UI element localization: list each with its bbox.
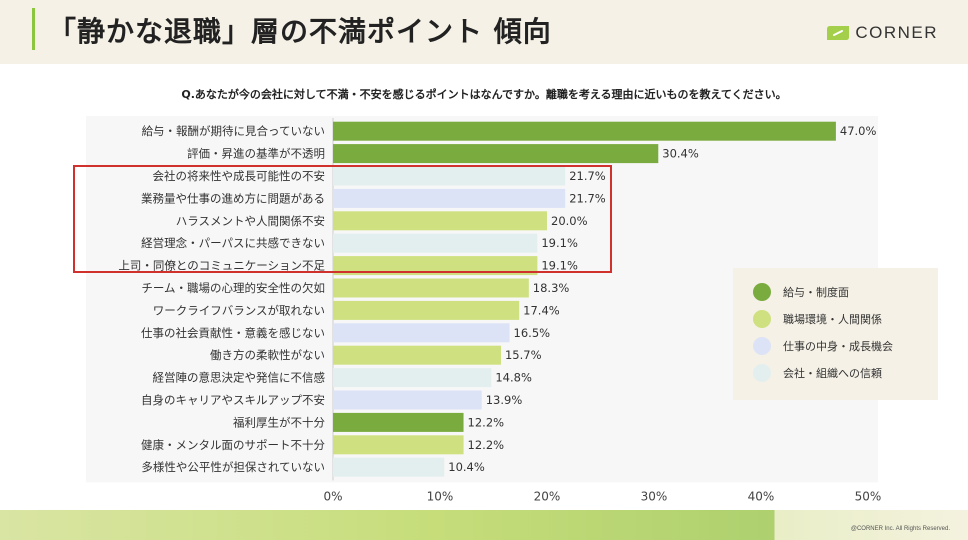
legend-item-trust: 会社・組織への信頼	[753, 363, 882, 383]
x-tick-label: 30%	[641, 489, 668, 503]
bar	[333, 300, 520, 320]
category-label: 自身のキャリアやスキルアップ不安	[141, 393, 325, 407]
bar	[333, 323, 510, 343]
value-label: 19.1%	[541, 236, 578, 250]
legend: 給与・制度面 職場環境・人間関係 仕事の中身・成長機会 会社・組織への信頼	[733, 268, 938, 400]
category-label: 会社の将来性や成長可能性の不安	[153, 169, 326, 183]
legend-label: 仕事の中身・成長機会	[783, 340, 893, 353]
page-title: 「静かな退職」層の不満ポイント 傾向	[48, 15, 552, 48]
value-label: 30.4%	[662, 147, 699, 161]
category-label: 上司・同僚とのコミュニケーション不足	[118, 259, 325, 273]
bar	[333, 144, 659, 164]
legend-item-work-content: 仕事の中身・成長機会	[753, 336, 893, 356]
x-tick-label: 50%	[855, 489, 882, 503]
bar	[333, 435, 464, 455]
highlight-box	[73, 165, 612, 273]
bar	[333, 412, 464, 432]
title-accent-line	[32, 8, 35, 50]
value-label: 12.2%	[468, 438, 505, 452]
x-tick-label: 20%	[534, 489, 561, 503]
value-label: 18.3%	[533, 281, 570, 295]
category-label: 健康・メンタル面のサポート不十分	[141, 438, 325, 452]
category-label: ハラスメントや人間関係不安	[176, 214, 325, 228]
brand-logo: CORNER	[827, 22, 938, 44]
value-label: 14.8%	[495, 371, 532, 385]
x-tick-label: 10%	[427, 489, 454, 503]
bar	[333, 233, 538, 253]
legend-swatch	[753, 337, 771, 355]
legend-item-salary: 給与・制度面	[753, 282, 849, 302]
category-label: チーム・職場の心理的安全性の欠如	[141, 281, 325, 295]
legend-label: 給与・制度面	[783, 286, 849, 299]
legend-swatch	[753, 310, 771, 328]
category-label: 経営陣の意思決定や発信に不信感	[153, 371, 326, 385]
legend-label: 職場環境・人間関係	[783, 313, 882, 326]
bar	[333, 345, 501, 365]
value-label: 17.4%	[523, 303, 560, 317]
legend-swatch	[753, 283, 771, 301]
bar	[333, 188, 566, 208]
value-label: 15.7%	[505, 348, 542, 362]
category-label: 多様性や公平性が担保されていない	[141, 460, 325, 474]
category-label: 給与・報酬が期待に見合っていない	[142, 124, 325, 138]
footer-band	[0, 510, 968, 540]
value-label: 21.7%	[569, 169, 606, 183]
legend-label: 会社・組織への信頼	[783, 367, 882, 380]
bar	[333, 211, 547, 231]
copyright-text: @CORNER Inc. All Rights Reserved.	[850, 526, 950, 532]
bar	[333, 256, 538, 276]
x-tick-label: 0%	[323, 489, 342, 503]
category-label: 業務量や仕事の進め方に問題がある	[141, 191, 325, 205]
value-label: 47.0%	[840, 124, 877, 138]
category-label: 仕事の社会貢献性・意義を感じない	[141, 326, 325, 340]
value-label: 12.2%	[468, 415, 505, 429]
value-label: 16.5%	[514, 326, 551, 340]
value-label: 20.0%	[551, 214, 588, 228]
value-label: 19.1%	[541, 259, 578, 273]
legend-item-workplace: 職場環境・人間関係	[753, 309, 882, 329]
brand-name: CORNER	[855, 23, 938, 42]
header-bar: 「静かな退職」層の不満ポイント 傾向 CORNER	[0, 0, 968, 64]
x-tick-label: 40%	[748, 489, 775, 503]
category-label: 経営理念・パーパスに共感できない	[141, 236, 325, 250]
legend-swatch	[753, 364, 771, 382]
survey-question: Q.あなたが今の会社に対して不満・不安を感じるポイントはなんですか。離職を考える…	[181, 88, 787, 101]
value-label: 21.7%	[569, 191, 606, 205]
category-label: ワークライフバランスが取れない	[153, 303, 325, 317]
category-label: 働き方の柔軟性がない	[210, 348, 325, 362]
bar	[333, 166, 566, 186]
category-label: 福利厚生が不十分	[233, 415, 325, 429]
bar	[333, 390, 482, 410]
category-label: 評価・昇進の基準が不透明	[187, 147, 325, 161]
value-label: 10.4%	[448, 460, 485, 474]
value-label: 13.9%	[486, 393, 523, 407]
bar	[333, 121, 836, 141]
corner-logo-icon	[827, 26, 850, 40]
bar	[333, 278, 529, 298]
bar	[333, 368, 492, 388]
bar	[333, 457, 445, 477]
